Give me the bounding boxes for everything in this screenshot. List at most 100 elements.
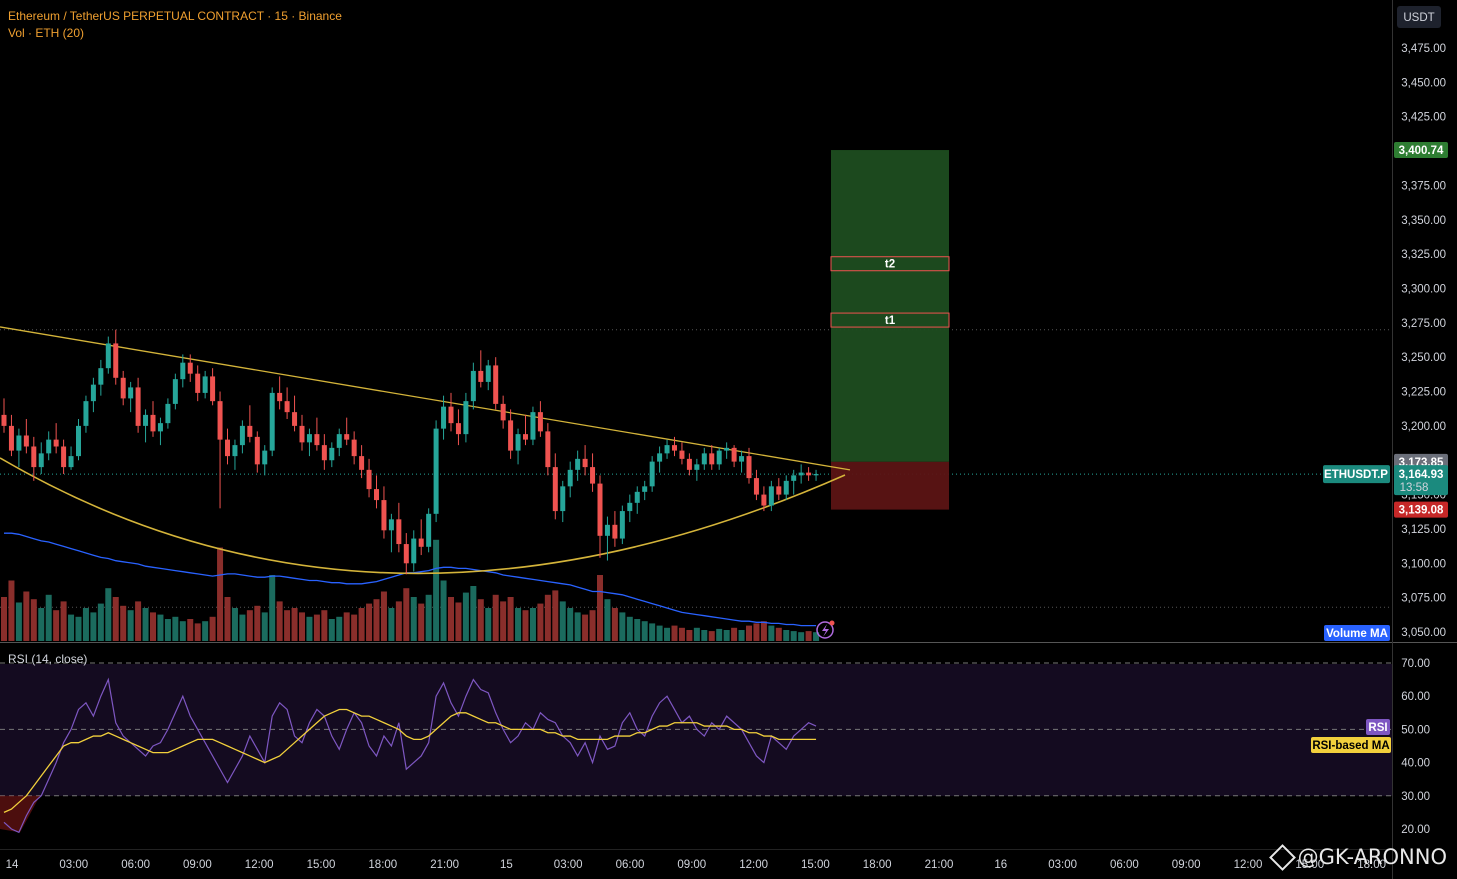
candle [634,486,640,514]
candle-body [716,450,722,465]
candle [306,428,312,457]
time-tick-label: 21:00 [430,859,459,871]
candle-body [612,524,618,539]
candle [508,409,514,459]
candle [135,377,141,433]
volume-bar [746,625,752,641]
candle-body [426,513,432,547]
candle-body [783,480,789,495]
volume-bar [425,594,432,641]
price-tick-label: 3,200.00 [1401,421,1446,433]
candle-body [441,406,447,429]
price-tick-label: 3,125.00 [1401,524,1446,536]
candle-body [768,486,774,506]
candle-body [105,343,111,369]
candle [590,453,596,492]
volume-bar [500,601,507,641]
candle [783,475,789,501]
rsi-tick-label: 60.00 [1401,691,1430,703]
candle-body [247,425,253,437]
volume-bar [731,627,738,641]
symbol-tag-bg [1323,465,1390,484]
time-tick-label: 18:00 [863,859,892,871]
volume-bar [209,616,216,641]
candle-body [418,538,424,547]
candle-body [381,500,387,531]
candle-body [470,370,476,402]
target-zone [831,150,949,462]
volume-bar [1,597,7,641]
time-tick-label: 18:00 [368,859,397,871]
volume-bar [768,625,775,641]
volume-bar [440,580,447,641]
stop-price-tag-bg [1394,501,1448,518]
volume-bar [537,603,544,641]
volume-bar [395,601,402,641]
volume-bar [693,627,700,641]
volume-bar [366,603,373,641]
candle-body [262,450,268,465]
candle [1,398,7,433]
candle-body [90,384,96,402]
stop-zone [831,461,949,510]
volume-bar [120,605,127,641]
volume-bar [202,621,209,641]
candle [172,373,178,410]
candle [53,423,59,454]
rsi-tick-label: 70.00 [1401,658,1430,670]
time-tick-label: 12:00 [1234,859,1263,871]
candle [195,365,201,402]
candle-body [120,377,126,399]
price-tick-label: 3,375.00 [1401,180,1446,192]
price-tick-label: 3,225.00 [1401,387,1446,399]
volume-bar [328,619,335,641]
volume-bar [45,594,52,641]
volume-bar [142,608,149,641]
candle [694,458,700,481]
candle-body [157,423,163,432]
candle-body [455,423,461,435]
volume-bar [567,608,574,641]
candle-body [619,511,625,539]
candle [277,376,283,410]
volume-bar [388,608,395,641]
volume-bar [380,591,387,641]
candle-body [113,343,119,378]
rsi-tick-label: 50.00 [1401,724,1430,736]
candle-body [694,464,700,470]
volume-bar [515,608,522,641]
chart-title: Ethereum / TetherUS PERPETUAL CONTRACT ·… [8,9,342,23]
lightning-icon[interactable] [816,620,835,639]
candle [515,428,521,465]
candle-body [813,473,819,476]
watermark: @GK-ARONNO [1268,843,1447,871]
candle [709,445,715,470]
time-tick-label: 03:00 [554,859,583,871]
candle-body [366,469,372,490]
volume-bar [90,612,97,641]
volume-bar [172,616,179,641]
time-tick-label: 09:00 [183,859,212,871]
candle [120,370,126,406]
volume-bar [619,612,626,641]
candle [470,362,476,410]
candle-body [545,431,551,468]
volume-bar [336,616,343,641]
candle-body [202,376,208,393]
currency-button[interactable] [1397,6,1441,28]
candle [791,469,797,495]
candle-body [187,362,193,374]
candle-body [225,439,230,457]
volume-bar [306,616,313,641]
t1-label: t1 [885,315,896,327]
candle-body [68,456,74,468]
candle [619,505,625,545]
stop-price-tag: 3,139.08 [1399,505,1444,517]
candle [210,368,216,406]
candle [448,392,454,432]
candle [150,401,156,437]
volume-bar [552,590,559,641]
candle-body [515,434,521,451]
time-tick-label: 12:00 [739,859,768,871]
